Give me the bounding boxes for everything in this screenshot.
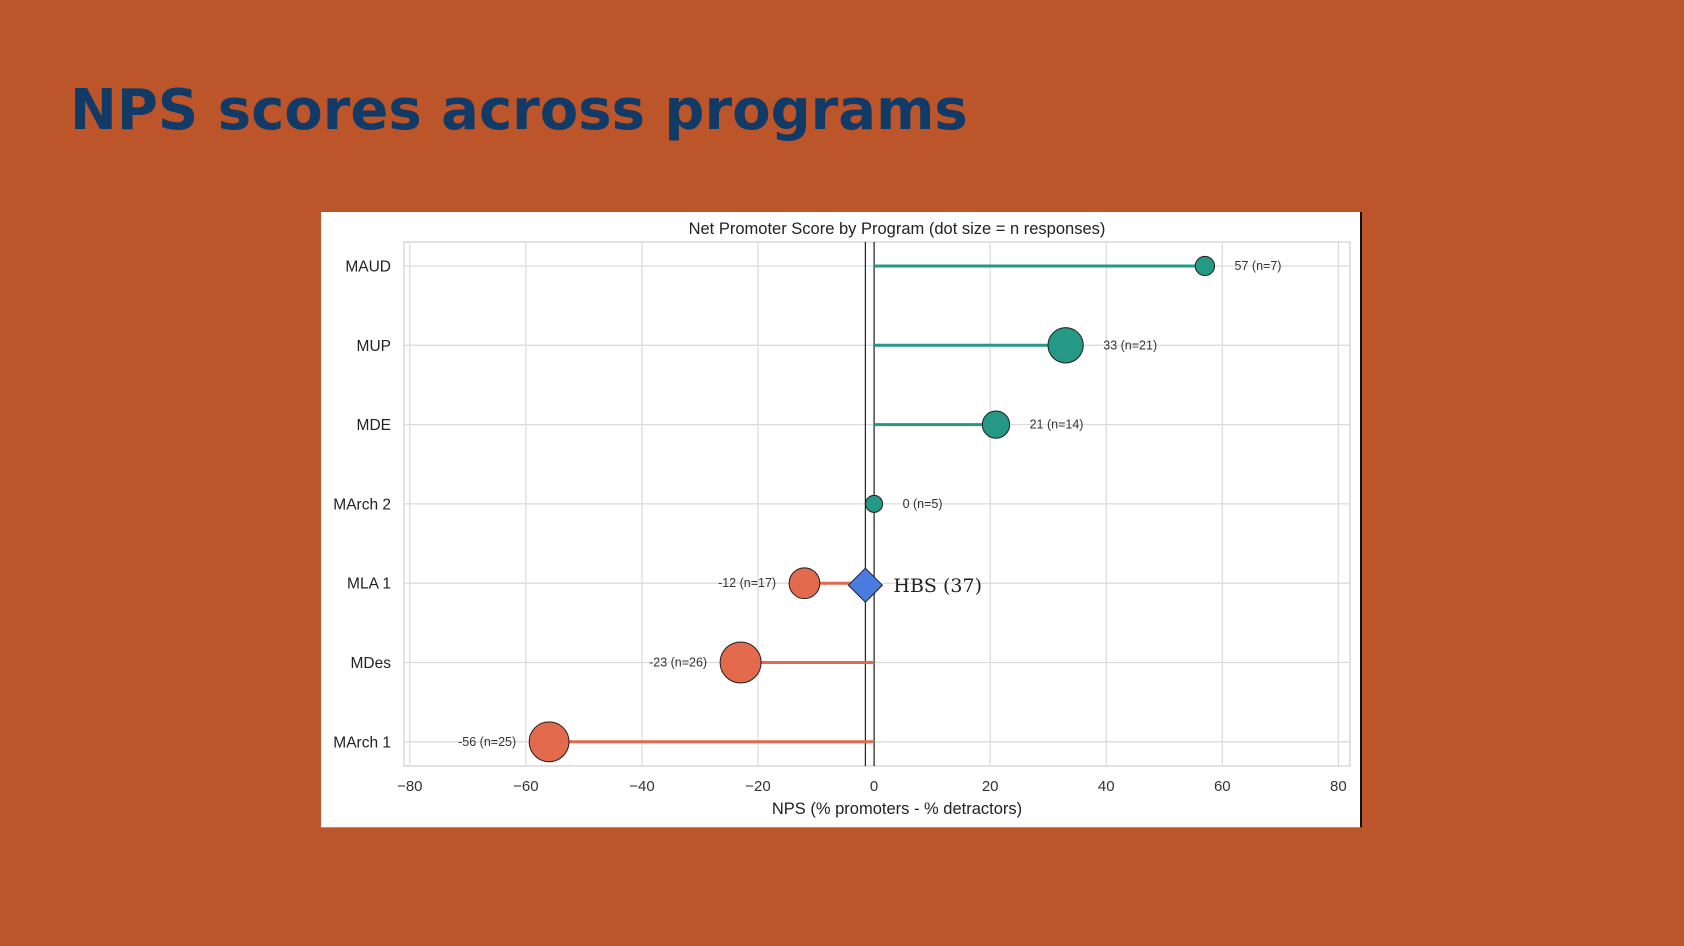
- category-label: MAUD: [345, 259, 391, 276]
- dot-layer: [528, 255, 1216, 763]
- category-label: MUP: [357, 338, 391, 355]
- value-label: 33 (n=21): [1103, 338, 1157, 352]
- lollipop-dot: [1194, 255, 1216, 277]
- x-tick-label: −60: [513, 778, 538, 795]
- lollipop-dot: [719, 641, 762, 684]
- lollipop-dot: [865, 494, 884, 513]
- lollipop-dot: [528, 721, 570, 763]
- lollipop-dot: [1047, 327, 1084, 364]
- chart-title: Net Promoter Score by Program (dot size …: [689, 220, 1106, 238]
- stem-layer: [549, 264, 1205, 744]
- x-tick-label: −20: [745, 778, 770, 795]
- benchmark-diamond: [847, 567, 884, 603]
- benchmark-label: HBS (37): [893, 575, 982, 597]
- x-tick-label: 0: [870, 778, 878, 795]
- x-tick-label: 20: [982, 778, 999, 795]
- category-label: MLA 1: [347, 576, 391, 593]
- x-tick-label: 60: [1214, 778, 1231, 795]
- category-label: MArch 1: [333, 734, 391, 751]
- x-tick-label: 40: [1098, 778, 1115, 795]
- value-label: 21 (n=14): [1030, 418, 1084, 432]
- value-label: -56 (n=25): [458, 735, 516, 749]
- category-label: MArch 2: [333, 496, 391, 513]
- x-axis-label: NPS (% promoters - % detractors): [772, 800, 1022, 818]
- category-label: MDE: [357, 417, 391, 434]
- axis-layer: −80 −60 −40 −20 0 20 40 60 80 MAUD MUP MDE MArch 2 ML…: [333, 242, 1347, 795]
- chart-panel: Net Promoter Score by Program (dot size …: [321, 212, 1362, 828]
- value-label: -12 (n=17): [718, 576, 776, 590]
- value-label: 0 (n=5): [903, 497, 943, 511]
- lollipop-dot: [788, 567, 821, 600]
- nps-lollipop-chart: Net Promoter Score by Program (dot size …: [333, 220, 1351, 818]
- x-tick-label: −80: [397, 778, 422, 795]
- value-label: -23 (n=26): [649, 656, 707, 670]
- lollipop-dot: [981, 410, 1011, 439]
- x-tick-label: 80: [1330, 778, 1347, 795]
- label-layer: 57 (n=7) 33 (n=21) 21 (n=14) 0 (n=5) -12 (n=…: [458, 259, 1281, 749]
- value-label: 57 (n=7): [1235, 259, 1282, 273]
- slide-title: NPS scores across programs: [70, 78, 968, 143]
- x-tick-label: −40: [629, 778, 654, 795]
- category-label: MDes: [351, 655, 392, 672]
